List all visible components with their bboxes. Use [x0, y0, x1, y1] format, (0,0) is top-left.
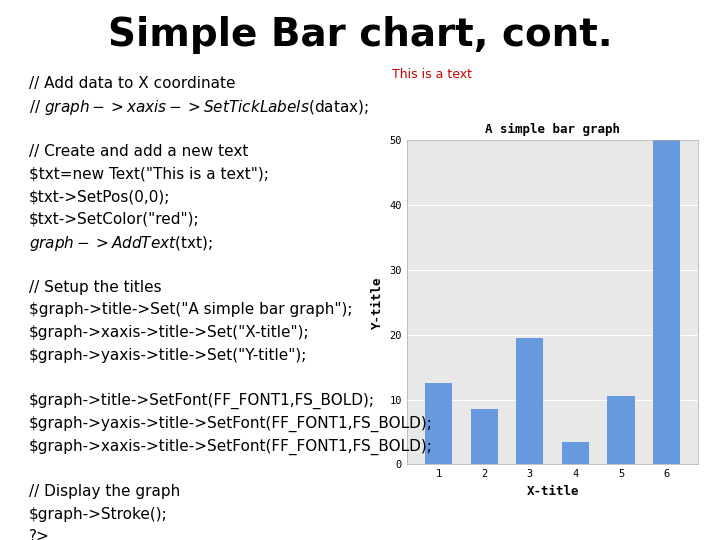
Text: $txt=new Text("This is a text");: $txt=new Text("This is a text");	[29, 166, 269, 181]
Text: // Display the graph: // Display the graph	[29, 484, 180, 499]
Bar	[471, 409, 498, 464]
Bar	[607, 396, 634, 464]
Title: A simple bar graph: A simple bar graph	[485, 123, 620, 137]
Text: // Setup the titles: // Setup the titles	[29, 280, 161, 295]
Text: ?>: ?>	[29, 529, 50, 540]
Text: Simple Bar chart, cont.: Simple Bar chart, cont.	[108, 16, 612, 54]
Bar	[562, 442, 589, 464]
Text: $graph->title->SetFont(FF_FONT1,FS_BOLD);: $graph->title->SetFont(FF_FONT1,FS_BOLD)…	[29, 393, 375, 409]
Text: // Create and add a new text: // Create and add a new text	[29, 144, 248, 159]
Text: $graph->xaxis->title->Set("X-title");: $graph->xaxis->title->Set("X-title");	[29, 325, 310, 340]
Bar	[653, 140, 680, 464]
Text: This is a text: This is a text	[392, 68, 472, 80]
Text: // $graph->xaxis->SetTickLabels($datax);: // $graph->xaxis->SetTickLabels($datax);	[29, 98, 369, 117]
Text: $graph->yaxis->title->SetFont(FF_FONT1,FS_BOLD);: $graph->yaxis->title->SetFont(FF_FONT1,F…	[29, 416, 433, 432]
Y-axis label: Y-title: Y-title	[371, 276, 384, 329]
Text: $txt->SetColor("red");: $txt->SetColor("red");	[29, 212, 199, 227]
Text: // Add data to X coordinate: // Add data to X coordinate	[29, 76, 235, 91]
Text: $graph->title->Set("A simple bar graph");: $graph->title->Set("A simple bar graph")…	[29, 302, 352, 318]
Bar	[516, 338, 544, 464]
Bar	[425, 383, 452, 464]
X-axis label: X-title: X-title	[526, 485, 579, 498]
Text: $txt->SetPos(0,0);: $txt->SetPos(0,0);	[29, 189, 170, 204]
Text: $graph->yaxis->title->Set("Y-title");: $graph->yaxis->title->Set("Y-title");	[29, 348, 307, 363]
Text: $graph->Stroke();: $graph->Stroke();	[29, 507, 168, 522]
Text: $graph->xaxis->title->SetFont(FF_FONT1,FS_BOLD);: $graph->xaxis->title->SetFont(FF_FONT1,F…	[29, 438, 433, 455]
Text: $graph->AddText($txt);: $graph->AddText($txt);	[29, 234, 212, 253]
